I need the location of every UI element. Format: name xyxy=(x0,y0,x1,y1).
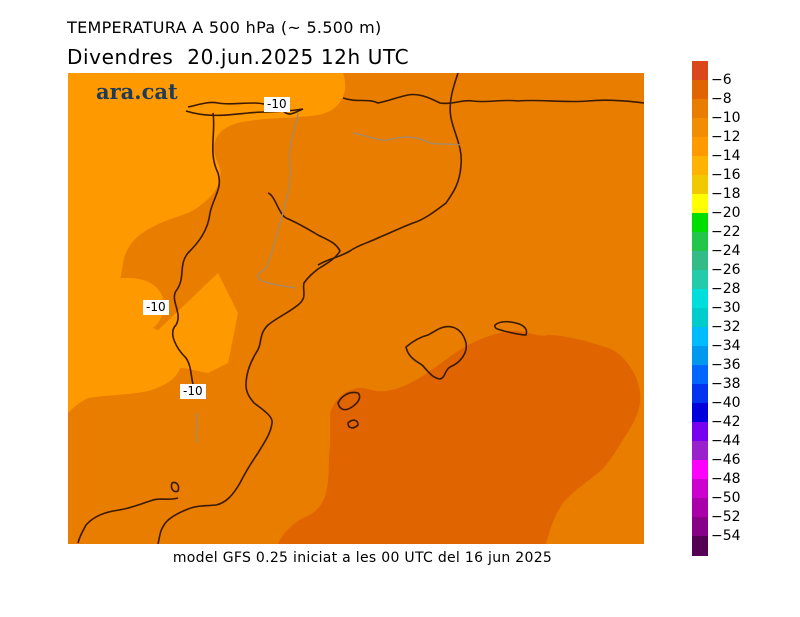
color-scale-segment xyxy=(692,61,708,81)
color-scale-label: −20 xyxy=(711,205,741,221)
color-scale-label: −32 xyxy=(711,319,741,335)
color-scale-segment xyxy=(692,403,708,423)
contour-label: -10 xyxy=(180,384,206,399)
color-scale-label: −52 xyxy=(711,509,741,525)
island-menorca xyxy=(494,320,528,336)
model-note: model GFS 0.25 iniciat a les 00 UTC del … xyxy=(172,550,553,566)
color-scale-label: −42 xyxy=(711,414,741,430)
color-scale-segment xyxy=(692,346,708,366)
color-scale-segment xyxy=(692,441,708,461)
color-scale-label: −48 xyxy=(711,471,741,487)
country-border-southwest xyxy=(77,497,179,544)
color-scale-segment xyxy=(692,479,708,499)
color-scale-label: −50 xyxy=(711,490,741,506)
color-scale-label: −30 xyxy=(711,300,741,316)
island-small xyxy=(170,481,180,493)
brand-logo: ara.cat xyxy=(96,79,178,104)
color-scale-segment xyxy=(692,327,708,347)
color-scale-segment xyxy=(692,118,708,138)
color-scale-segment xyxy=(692,213,708,233)
color-scale-label: −10 xyxy=(711,110,741,126)
country-border-north-east xyxy=(342,93,644,105)
color-scale-label: −8 xyxy=(711,91,732,107)
color-scale-label: −38 xyxy=(711,376,741,392)
color-scale-segment xyxy=(692,289,708,309)
color-scale-segment xyxy=(692,384,708,404)
zone-minus8-minus6-corner xyxy=(286,520,323,544)
country-border-west xyxy=(171,112,221,392)
color-scale-segment xyxy=(692,175,708,195)
color-scale-label: −54 xyxy=(711,528,741,544)
color-scale-label: −36 xyxy=(711,357,741,373)
country-border-north xyxy=(187,101,304,115)
color-scale-segment xyxy=(692,137,708,157)
coastline-france xyxy=(317,73,463,266)
color-scale-segment xyxy=(692,99,708,119)
color-scale-segment xyxy=(692,536,708,556)
region-border-south xyxy=(195,412,199,444)
color-scale-segment xyxy=(692,498,708,518)
color-scale-segment xyxy=(692,270,708,290)
color-scale-segment xyxy=(692,156,708,176)
island-mallorca xyxy=(405,325,468,380)
island-formentera xyxy=(347,419,359,429)
color-scale-label: −44 xyxy=(711,433,741,449)
zone-minus12-minus10-north xyxy=(68,73,346,348)
color-scale-label: −28 xyxy=(711,281,741,297)
color-scale-label: −6 xyxy=(711,72,732,88)
contour-label: -10 xyxy=(143,300,169,315)
region-border-pyrenees-france xyxy=(352,132,461,146)
contour-label: -10 xyxy=(264,97,290,112)
zone-minus8-minus6 xyxy=(278,330,641,544)
color-scale-segment xyxy=(692,194,708,214)
forecast-date: Divendres 20.jun.2025 12h UTC xyxy=(67,45,410,69)
region-border-catalonia xyxy=(257,112,299,289)
color-scale-segment xyxy=(692,308,708,328)
color-scale-segment xyxy=(692,517,708,537)
color-scale-label: −46 xyxy=(711,452,741,468)
color-scale-label: −26 xyxy=(711,262,741,278)
chart-title: TEMPERATURA A 500 hPa (~ 5.500 m) xyxy=(67,18,382,37)
color-scale-segment xyxy=(692,422,708,442)
color-scale-label: −34 xyxy=(711,338,741,354)
color-scale-label: −40 xyxy=(711,395,741,411)
color-scale-segment xyxy=(692,365,708,385)
coastline-iberia xyxy=(157,192,341,544)
color-scale-bar xyxy=(692,61,708,556)
island-ibiza xyxy=(337,391,361,411)
color-scale-label: −24 xyxy=(711,243,741,259)
temperature-map: -10 -10 -10 ara.cat xyxy=(68,73,644,544)
color-scale-label: −12 xyxy=(711,129,741,145)
color-scale-segment xyxy=(692,232,708,252)
color-scale-segment xyxy=(692,80,708,100)
color-scale-segment xyxy=(692,460,708,480)
color-scale-segment xyxy=(692,251,708,271)
color-scale-label: −22 xyxy=(711,224,741,240)
color-scale-label: −16 xyxy=(711,167,741,183)
zone-minus12-minus10-inner xyxy=(113,273,238,373)
color-scale-label: −18 xyxy=(711,186,741,202)
color-scale-label: −14 xyxy=(711,148,741,164)
